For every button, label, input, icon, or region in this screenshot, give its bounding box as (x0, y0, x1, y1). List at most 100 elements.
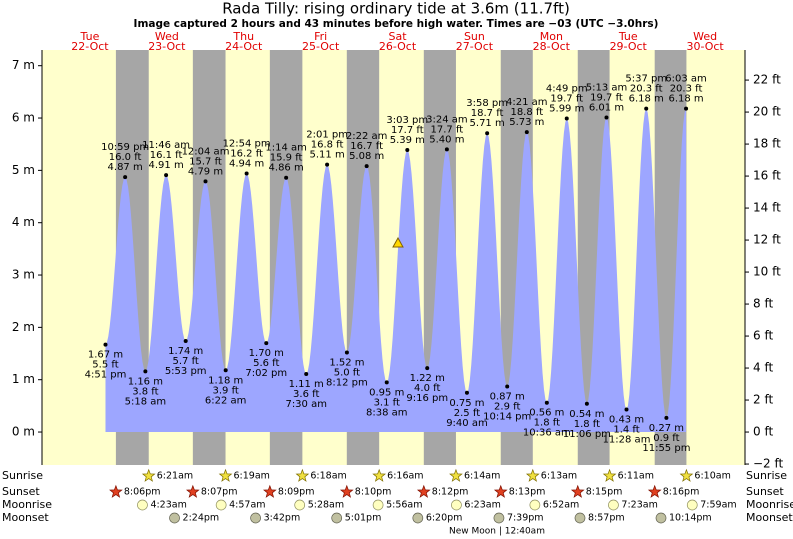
moonset-time: 7:39pm (507, 513, 544, 524)
row-label: Moonrise (2, 498, 52, 511)
day-date: 25-Oct (302, 40, 340, 53)
tide-point (444, 147, 449, 152)
tide-m: 0.54 m (569, 409, 604, 420)
moonrise-icon (294, 499, 306, 511)
tide-ft: 3.8 ft (132, 386, 158, 397)
tide-point (244, 171, 249, 176)
tide-ft: 15.9 ft (270, 153, 303, 164)
y2-tick-label: 18 ft (753, 137, 781, 151)
moonset-time: 6:20pm (426, 513, 463, 524)
row-label: Sunset (2, 485, 40, 498)
moonrise-time: 6:23am (464, 500, 500, 511)
tide-point (604, 115, 609, 120)
row-label: Moonrise (746, 498, 793, 511)
sunrise-time: 6:13am (541, 471, 577, 482)
moonset-time: 2:24pm (183, 513, 220, 524)
moonset-icon (493, 512, 505, 524)
tide-point (564, 116, 569, 121)
tide-m: 0.27 m (649, 423, 684, 434)
tide-ft: 1.8 ft (534, 418, 560, 429)
tide-ft: 5.6 ft (253, 358, 279, 369)
tide-ft: 19.7 ft (550, 94, 583, 105)
tide-m: 1.18 m (208, 375, 243, 386)
tide-time: 11:46 am (142, 140, 190, 151)
sunset-time: 8:12pm (432, 487, 469, 498)
tide-point (584, 401, 589, 406)
sunset-time: 8:16pm (663, 487, 700, 498)
tide-point (123, 175, 128, 180)
y-tick-label: 2 m (12, 320, 35, 334)
day-name: Tue (618, 30, 638, 43)
y-tick-label: 7 m (12, 58, 35, 72)
tide-ft: 16.7 ft (350, 141, 383, 152)
sunrise-time: 6:16am (387, 471, 423, 482)
moonset-time: 10:14pm (669, 513, 712, 524)
tide-ft: 16.0 ft (109, 152, 142, 163)
sunset-icon (109, 484, 123, 498)
moonrise-time: 5:56am (386, 500, 422, 511)
y2-tick-label: 2 ft (753, 393, 773, 407)
tide-m: 0.87 m (490, 392, 525, 403)
tide-m: 5.40 m (429, 134, 464, 145)
tide-point (364, 164, 369, 169)
tide-point (644, 106, 649, 111)
tide-m: 5.73 m (509, 117, 544, 128)
tide-point (304, 371, 309, 376)
sunrise-icon (449, 468, 463, 482)
moonset-time: 8:57pm (588, 513, 625, 524)
tide-time: 2:22 am (346, 131, 388, 142)
tide-m: 5.71 m (470, 118, 505, 129)
tide-point (505, 384, 510, 389)
sunrise-icon (218, 468, 233, 482)
tide-ft: 20.3 ft (630, 84, 663, 95)
current-tide-marker (392, 236, 404, 248)
tide-point (183, 338, 188, 343)
y2-tick-label: 10 ft (753, 265, 781, 279)
tide-time: 3:24 am (426, 114, 468, 125)
sunset-time: 8:09pm (278, 487, 315, 498)
tide-time: 5:13 am (586, 83, 628, 94)
moonrise-icon (451, 499, 462, 511)
tide-time: 11:28 am (603, 435, 651, 446)
y2-tick-label: 12 ft (753, 233, 781, 247)
moonrise-time: 7:23am (621, 500, 657, 511)
day-date: 22-Oct (71, 40, 109, 53)
day-name: Sat (389, 30, 408, 43)
moonset-icon (250, 512, 261, 524)
y2-tick-label: 8 ft (753, 297, 773, 311)
moonrise-icon (137, 499, 148, 511)
tide-m: 6.18 m (668, 94, 703, 105)
sunrise-icon (525, 468, 540, 482)
tide-m: 5.39 m (390, 135, 425, 146)
tide-m: 1.70 m (249, 348, 284, 359)
day-date: 24-Oct (225, 40, 263, 53)
y-tick-label: 1 m (12, 372, 35, 386)
day-name: Wed (693, 30, 717, 43)
row-label: Moonset (2, 511, 49, 524)
day-date: 28-Oct (533, 40, 571, 53)
tide-m: 5.08 m (349, 151, 384, 162)
tide-time: 10:36 am (523, 428, 571, 439)
tide-point (664, 415, 669, 420)
day-date: 30-Oct (686, 40, 724, 53)
day-name: Fri (314, 30, 327, 43)
tide-point (524, 130, 529, 135)
moon-phase: New Moon | 12:40am (449, 527, 545, 537)
tide-ft: 20.3 ft (670, 84, 703, 95)
tide-m: 5.99 m (549, 104, 584, 115)
day-name: Thu (232, 30, 254, 43)
tide-time: 7:02 pm (245, 368, 287, 379)
tide-ft: 18.7 ft (471, 108, 504, 119)
moonrise-time: 7:59am (700, 500, 736, 511)
tide-time: 9:40 am (446, 418, 488, 429)
sunset-icon (647, 484, 662, 498)
tide-ft: 3.9 ft (213, 385, 239, 396)
tide-m: 1.22 m (410, 373, 445, 384)
sunrise-time: 6:21am (157, 471, 193, 482)
tide-time: 1:14 am (265, 143, 307, 154)
tide-time: 7:30 am (285, 399, 327, 410)
row-label: Sunrise (746, 469, 787, 482)
tide-time: 5:18 am (125, 396, 167, 407)
sunset-time: 8:10pm (355, 487, 392, 498)
tide-ft: 5.0 ft (334, 367, 360, 378)
